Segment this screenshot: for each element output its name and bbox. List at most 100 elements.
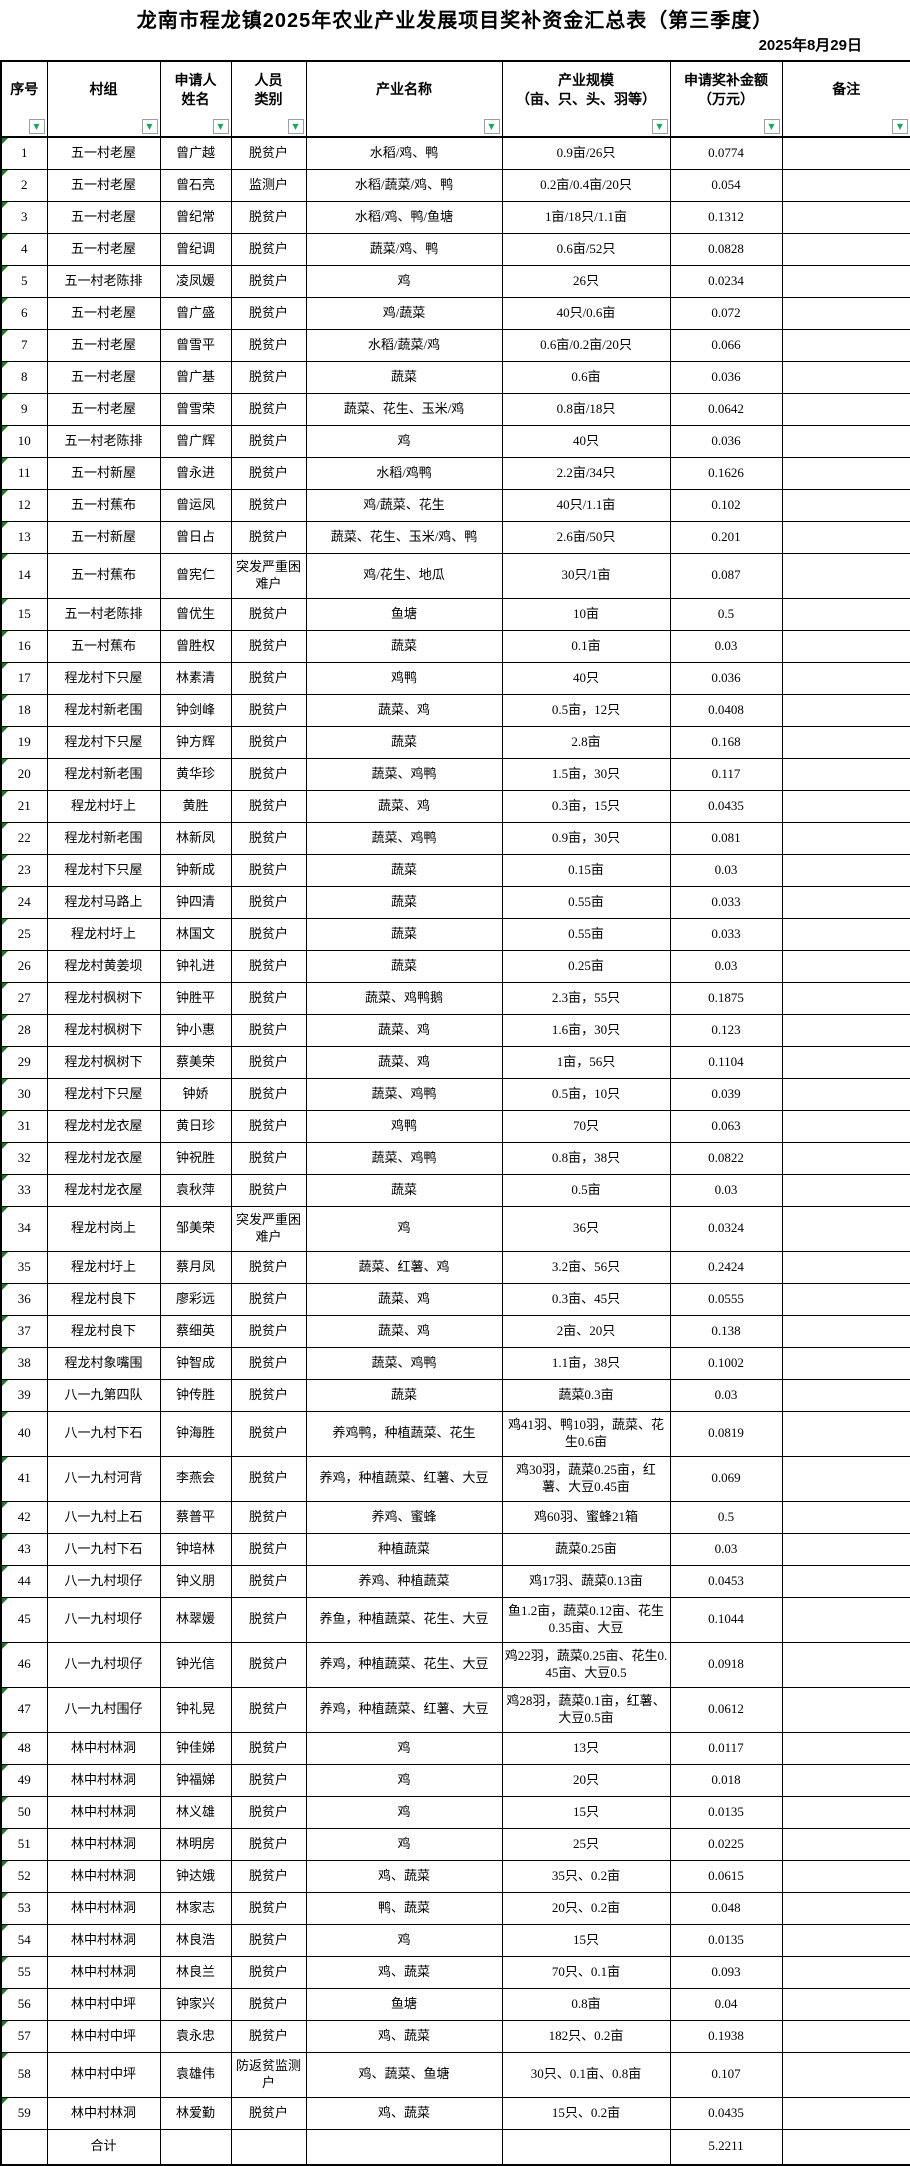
cell-seq: 19 bbox=[0, 725, 48, 759]
cell-person-category: 脱贫户 bbox=[230, 1378, 307, 1412]
corner-flag-icon bbox=[2, 951, 8, 957]
cell-industry-name: 蔬菜 bbox=[305, 917, 503, 951]
table-row: 37 程龙村良下 蔡细英 脱贫户 蔬菜、鸡 2亩、20只 0.138 bbox=[0, 1314, 910, 1348]
cell-seq: 40 bbox=[0, 1410, 48, 1457]
cell-seq: 46 bbox=[0, 1641, 48, 1688]
corner-flag-icon bbox=[2, 1598, 8, 1604]
cell-applicant-name: 袁秋萍 bbox=[159, 1173, 232, 1207]
column-header-label: 村组 bbox=[89, 83, 118, 99]
cell-industry-name: 鸡 bbox=[305, 1763, 503, 1797]
cell-industry-scale: 0.25亩 bbox=[501, 949, 671, 983]
filter-dropdown-icon[interactable]: ▼ bbox=[212, 119, 229, 134]
cell-industry-name: 蔬菜、鸡 bbox=[305, 789, 503, 823]
cell-subsidy-amount: 0.1002 bbox=[669, 1346, 783, 1380]
corner-flag-icon bbox=[2, 202, 8, 208]
cell-industry-name: 蔬菜、鸡鸭 bbox=[305, 1077, 503, 1111]
cell-village: 程龙村下只屋 bbox=[46, 853, 161, 887]
cell-applicant-name: 钟智成 bbox=[159, 1346, 232, 1380]
cell-remark bbox=[781, 328, 910, 362]
cell-village: 五一村老屋 bbox=[46, 360, 161, 394]
cell-remark bbox=[781, 1795, 910, 1829]
cell-remark bbox=[781, 1923, 910, 1957]
cell-person-category: 脱贫户 bbox=[230, 456, 307, 490]
cell-village: 林中村林洞 bbox=[46, 1731, 161, 1765]
cell-industry-scale: 36只 bbox=[501, 1205, 671, 1252]
corner-flag-icon bbox=[2, 138, 8, 144]
cell-seq: 28 bbox=[0, 1013, 48, 1047]
cell-village: 八一九第四队 bbox=[46, 1378, 161, 1412]
subsidy-summary-table: 序号 ▼ 村组 ▼ 申请人 姓名 ▼ 人员 类别 ▼ 产业名称 ▼ 产业规模 （亩、只、头… bbox=[0, 60, 910, 2166]
cell-village: 程龙村龙衣屋 bbox=[46, 1173, 161, 1207]
cell-remark bbox=[781, 1455, 910, 1502]
cell-industry-scale: 70只、0.1亩 bbox=[501, 1955, 671, 1989]
seq-value: 7 bbox=[21, 336, 28, 352]
filter-dropdown-icon[interactable]: ▼ bbox=[763, 119, 780, 134]
cell-applicant-name: 钟祝胜 bbox=[159, 1141, 232, 1175]
cell-subsidy-amount: 0.0642 bbox=[669, 392, 783, 426]
cell-village: 程龙村象嘴围 bbox=[46, 1346, 161, 1380]
seq-value: 1 bbox=[21, 144, 28, 160]
corner-flag-icon bbox=[2, 695, 8, 701]
cell-village: 八一九村围仔 bbox=[46, 1686, 161, 1733]
cell-subsidy-amount: 0.0117 bbox=[669, 1731, 783, 1765]
cell-remark bbox=[781, 853, 910, 887]
cell-industry-name: 鸡 bbox=[305, 1205, 503, 1252]
filter-dropdown-icon[interactable]: ▼ bbox=[141, 119, 158, 134]
cell-village: 八一九村下石 bbox=[46, 1532, 161, 1566]
cell-remark bbox=[781, 1173, 910, 1207]
cell-remark bbox=[781, 1346, 910, 1380]
seq-value: 34 bbox=[17, 1220, 31, 1236]
filter-dropdown-icon[interactable]: ▼ bbox=[483, 119, 500, 134]
cell-seq: 7 bbox=[0, 328, 48, 362]
cell-industry-scale: 1.6亩，30只 bbox=[501, 1013, 671, 1047]
cell-applicant-name: 曾广盛 bbox=[159, 296, 232, 330]
cell-subsidy-amount: 0.0225 bbox=[669, 1827, 783, 1861]
filter-dropdown-icon[interactable]: ▼ bbox=[892, 119, 908, 134]
cell-village: 程龙村下只屋 bbox=[46, 661, 161, 695]
cell-person-category: 脱贫户 bbox=[230, 1795, 307, 1829]
cell-seq: 43 bbox=[0, 1532, 48, 1566]
cell-village: 程龙村枫树下 bbox=[46, 1013, 161, 1047]
corner-flag-icon bbox=[2, 2021, 8, 2027]
cell-village: 五一村老屋 bbox=[46, 296, 161, 330]
report-date: 2025年8月29日 bbox=[758, 37, 862, 54]
seq-value: 5 bbox=[21, 272, 28, 288]
cell-industry-scale: 0.8亩，38只 bbox=[501, 1141, 671, 1175]
cell-remark bbox=[781, 1763, 910, 1797]
filter-dropdown-icon[interactable]: ▼ bbox=[28, 119, 45, 134]
cell-subsidy-amount: 0.117 bbox=[669, 757, 783, 791]
cell-person-category: 脱贫户 bbox=[230, 264, 307, 298]
cell-remark bbox=[781, 821, 910, 855]
table-row: 10 五一村老陈排 曾广辉 脱贫户 鸡 40只 0.036 bbox=[0, 424, 910, 458]
cell-village: 程龙村圩上 bbox=[46, 917, 161, 951]
cell-subsidy-amount: 0.5 bbox=[669, 1500, 783, 1534]
cell-seq: 33 bbox=[0, 1173, 48, 1207]
cell-seq: 2 bbox=[0, 168, 48, 202]
cell-seq: 26 bbox=[0, 949, 48, 983]
seq-value: 52 bbox=[17, 1867, 31, 1883]
cell-applicant-name: 曾胜权 bbox=[159, 629, 232, 663]
cell-person-category: 脱贫户 bbox=[230, 917, 307, 951]
cell-seq: 29 bbox=[0, 1045, 48, 1079]
cell-seq: 12 bbox=[0, 488, 48, 522]
cell-person-category: 脱贫户 bbox=[230, 1250, 307, 1284]
cell-industry-name: 蔬菜 bbox=[305, 853, 503, 887]
cell-remark bbox=[781, 392, 910, 426]
cell-village: 五一村老陈排 bbox=[46, 424, 161, 458]
filter-dropdown-icon[interactable]: ▼ bbox=[287, 119, 304, 134]
corner-flag-icon bbox=[2, 855, 8, 861]
cell-village: 林中村中坪 bbox=[46, 2051, 161, 2098]
cell-applicant-name: 钟达娥 bbox=[159, 1859, 232, 1893]
cell-remark bbox=[781, 264, 910, 298]
cell-applicant-name: 钟剑峰 bbox=[159, 693, 232, 727]
table-row: 7 五一村老屋 曾雪平 脱贫户 水稻/蔬菜/鸡 0.6亩/0.2亩/20只 0.… bbox=[0, 328, 910, 362]
cell-subsidy-amount: 0.0435 bbox=[669, 789, 783, 823]
table-row: 17 程龙村下只屋 林素清 脱贫户 鸡鸭 40只 0.036 bbox=[0, 661, 910, 695]
cell-industry-name bbox=[305, 2128, 503, 2166]
filter-dropdown-icon[interactable]: ▼ bbox=[651, 119, 668, 134]
corner-flag-icon bbox=[2, 1688, 8, 1694]
seq-value: 14 bbox=[17, 567, 31, 583]
table-row: 8 五一村老屋 曾广基 脱贫户 蔬菜 0.6亩 0.036 bbox=[0, 360, 910, 394]
cell-person-category: 脱贫户 bbox=[230, 629, 307, 663]
cell-industry-scale: 0.6亩/0.2亩/20只 bbox=[501, 328, 671, 362]
